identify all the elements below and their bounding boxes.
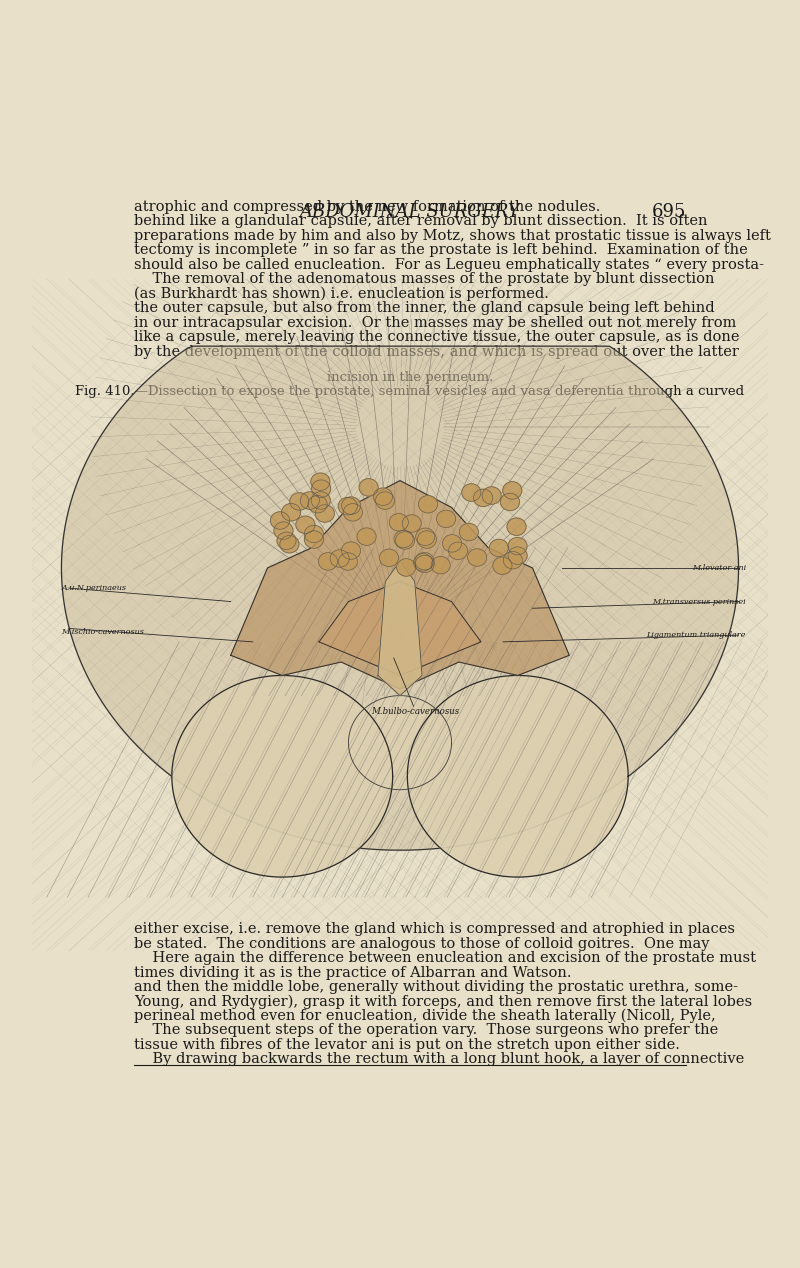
Text: in our intracapsular excision.  Or the masses may be shelled out not merely from: in our intracapsular excision. Or the ma… [134,316,737,330]
Circle shape [308,496,327,514]
Text: perineal method even for enucleation, divide the sheath laterally (Nicoll, Pyle,: perineal method even for enucleation, di… [134,1009,716,1023]
Circle shape [357,527,376,545]
Circle shape [508,547,527,564]
Polygon shape [378,562,422,696]
Text: by the development of the colloid masses, and which is spread out over the latte: by the development of the colloid masses… [134,345,739,359]
Circle shape [449,543,468,559]
Circle shape [474,489,493,507]
Text: should also be called enucleation.  For as Legueu emphatically states “ every pr: should also be called enucleation. For a… [134,257,764,271]
Circle shape [503,552,522,569]
Polygon shape [319,581,481,676]
Circle shape [343,503,362,521]
Circle shape [395,531,414,549]
Circle shape [462,484,481,501]
Circle shape [374,488,393,506]
Text: Here again the difference between enucleation and excision of the prostate must: Here again the difference between enucle… [134,951,756,965]
Text: times dividing it as is the practice of Albarran and Watson.: times dividing it as is the practice of … [134,966,571,980]
Circle shape [277,533,296,549]
Circle shape [501,493,519,511]
Circle shape [402,515,422,533]
Text: tissue with fibres of the levator ani is put on the stretch upon either side.: tissue with fibres of the levator ani is… [134,1038,680,1052]
Circle shape [304,525,323,543]
Circle shape [490,539,508,557]
Circle shape [482,487,501,505]
Circle shape [414,554,433,571]
Text: The subsequent steps of the operation vary.  Those surgeons who prefer the: The subsequent steps of the operation va… [134,1023,718,1037]
Text: Young, and Rydygier), grasp it with forceps, and then remove first the lateral l: Young, and Rydygier), grasp it with forc… [134,994,752,1009]
Circle shape [296,516,315,534]
Circle shape [502,482,522,500]
Circle shape [415,553,434,569]
Circle shape [315,505,334,522]
Text: 695: 695 [651,203,686,221]
Polygon shape [172,676,393,877]
Text: be stated.  The conditions are analogous to those of colloid goitres.  One may: be stated. The conditions are analogous … [134,937,710,951]
Circle shape [338,553,358,571]
Text: preparations made by him and also by Motz, shows that prostatic tissue is always: preparations made by him and also by Mot… [134,230,771,243]
Polygon shape [407,676,628,877]
Text: like a capsule, merely leaving the connective tissue, the outer capsule, as is d: like a capsule, merely leaving the conne… [134,330,740,344]
Circle shape [442,535,462,552]
Circle shape [431,557,450,574]
Text: incision in the perineum.: incision in the perineum. [327,370,493,384]
Text: behind like a glandular capsule, after removal by blunt dissection.  It is often: behind like a glandular capsule, after r… [134,214,708,228]
Circle shape [375,492,394,510]
Circle shape [338,497,358,515]
Circle shape [507,517,526,535]
Circle shape [415,555,434,573]
Circle shape [418,531,437,548]
Text: M.ischio-cavernosus: M.ischio-cavernosus [62,628,144,635]
Circle shape [330,550,350,567]
Text: the outer capsule, but also from the inner, the gland capsule being left behind: the outer capsule, but also from the inn… [134,302,714,316]
Circle shape [280,535,299,553]
Circle shape [290,493,309,510]
Polygon shape [349,696,451,790]
Circle shape [418,496,438,514]
Circle shape [311,473,330,491]
Circle shape [379,549,398,567]
Circle shape [459,524,478,541]
Text: By drawing backwards the rectum with a long blunt hook, a layer of connective: By drawing backwards the rectum with a l… [134,1052,744,1066]
Circle shape [394,530,413,548]
Text: Fig. 410.—Dissection to expose the prostate, seminal vesicles and vasa deferenti: Fig. 410.—Dissection to expose the prost… [75,384,745,398]
Circle shape [311,492,330,510]
Circle shape [397,559,416,576]
Circle shape [342,541,361,559]
Text: Ligamentum triangulare: Ligamentum triangulare [646,631,746,639]
Text: A.u.N.perinaeus: A.u.N.perinaeus [62,585,126,592]
Circle shape [270,512,290,529]
Text: M.levator ani: M.levator ani [692,564,746,572]
Circle shape [390,514,408,531]
Text: The removal of the adenomatous masses of the prostate by blunt dissection: The removal of the adenomatous masses of… [134,273,714,287]
Text: ABDOMINAL SURGERY: ABDOMINAL SURGERY [300,203,520,221]
Circle shape [282,503,301,521]
Circle shape [437,510,456,527]
Text: M.transversus perinsei: M.transversus perinsei [652,597,746,606]
Text: atrophic and compressed by the new formation of the nodules.: atrophic and compressed by the new forma… [134,200,601,214]
Circle shape [342,497,361,515]
Circle shape [359,478,378,496]
Circle shape [318,553,338,571]
Text: tectomy is incomplete ” in so far as the prostate is left behind.  Examination o: tectomy is incomplete ” in so far as the… [134,243,748,257]
Circle shape [300,492,319,510]
Text: and then the middle lobe, generally without dividing the prostatic urethra, some: and then the middle lobe, generally with… [134,980,738,994]
Circle shape [508,538,527,555]
Polygon shape [230,481,570,689]
Circle shape [416,527,435,545]
Text: either excise, i.e. remove the gland which is compressed and atrophied in places: either excise, i.e. remove the gland whi… [134,922,735,936]
Circle shape [311,479,330,497]
Polygon shape [62,346,738,850]
Text: M.bulbo-cavernosus: M.bulbo-cavernosus [370,706,458,715]
Text: (as Burkhardt has shown) i.e. enucleation is performed.: (as Burkhardt has shown) i.e. enucleatio… [134,287,549,301]
Circle shape [493,557,512,574]
Circle shape [304,531,323,548]
Circle shape [274,522,293,539]
Circle shape [468,549,486,567]
